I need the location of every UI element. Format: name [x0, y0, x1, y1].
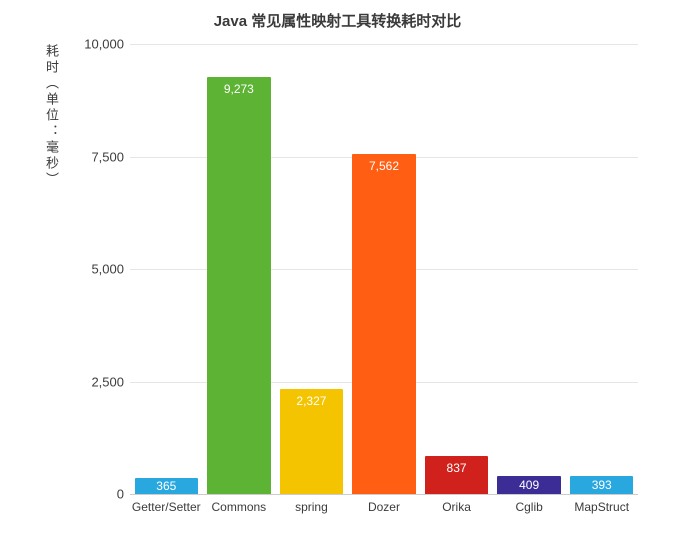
- bar-value-label: 9,273: [223, 81, 254, 96]
- y-tick-label: 10,000: [84, 36, 124, 52]
- bar-spring: 2,327: [279, 389, 344, 494]
- y-tick-label: 7,500: [91, 149, 124, 164]
- y-tick-label: 0: [116, 486, 124, 502]
- plot-area: 365 9,273 2,327 7,562 837 409 393: [130, 44, 638, 495]
- bar-mapstruct: 393: [569, 476, 634, 494]
- x-axis-labels: Getter/Setter Commons spring Dozer Orika Cgli…: [130, 500, 638, 520]
- x-category-label: Getter/Setter: [131, 500, 201, 514]
- x-category-label: spring: [295, 500, 328, 514]
- bar-value-label: 409: [519, 477, 540, 492]
- bar-value-label: 7,562: [368, 158, 399, 173]
- x-category-label: MapStruct: [574, 500, 630, 514]
- bar-commons: 9,273: [207, 76, 271, 494]
- x-category-label: Cglib: [515, 500, 543, 514]
- x-category-label: Dozer: [367, 500, 400, 514]
- y-axis-ticks: 0 2,500 5,000 7,500 10,000: [0, 37, 124, 502]
- bar-value-label: 365: [156, 478, 177, 493]
- bar-orika: 837: [424, 456, 489, 494]
- chart-title: Java 常见属性映射工具转换耗时对比: [213, 13, 462, 30]
- bar-value-label: 837: [446, 461, 467, 476]
- y-tick-label: 5,000: [91, 261, 124, 277]
- bar-dozer: 7,562: [352, 153, 416, 494]
- bar-cglib: 409: [497, 475, 561, 494]
- gridline: [130, 44, 638, 45]
- bar-value-label: 393: [591, 478, 612, 493]
- bar-value-label: 2,327: [296, 394, 327, 409]
- y-tick-label: 2,500: [91, 374, 124, 389]
- y-axis-label: 耗时（单位：毫秒）: [44, 44, 59, 188]
- bar-getter-setter: 365: [134, 477, 199, 494]
- x-category-label: Orika: [442, 500, 471, 514]
- x-axis-line: [130, 494, 638, 495]
- x-category-label: Commons: [211, 500, 267, 514]
